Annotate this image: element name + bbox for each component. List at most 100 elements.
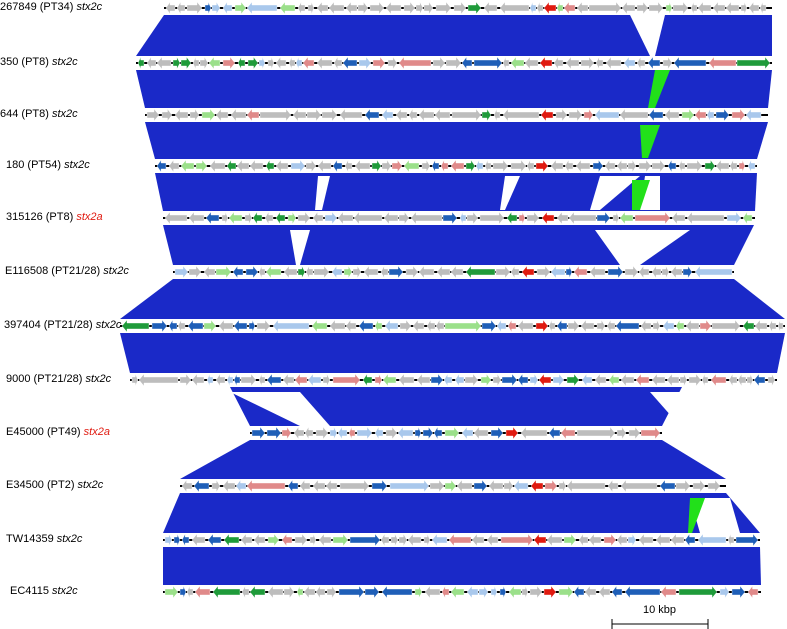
gene-arrow xyxy=(228,211,243,225)
gene-arrow xyxy=(552,373,565,387)
strain-name: 397404 (PT21/28) xyxy=(4,319,96,331)
gene-arrow xyxy=(211,479,221,493)
gene-arrow xyxy=(742,319,755,333)
gene-arrow xyxy=(223,533,240,547)
gene-arrow xyxy=(246,108,260,122)
gene-arrow xyxy=(356,426,373,440)
gene-arrow xyxy=(234,1,247,15)
gene-arrow xyxy=(473,426,489,440)
gene-arrow xyxy=(354,159,371,173)
gene-arrow xyxy=(431,533,448,547)
gene-arrow xyxy=(275,159,289,173)
gene-arrow xyxy=(608,373,620,387)
gene-arrow xyxy=(745,108,762,122)
gene-arrow xyxy=(374,319,383,333)
stx-gene-label: stx2c xyxy=(51,108,78,120)
gene-arrow xyxy=(297,1,306,15)
gene-arrow xyxy=(181,479,193,493)
synteny-link-band xyxy=(120,279,785,319)
gene-arrow xyxy=(412,319,425,333)
gene-arrow xyxy=(731,585,746,599)
gene-arrow xyxy=(344,159,353,173)
gene-arrow xyxy=(329,426,338,440)
stx-gene-arrow xyxy=(540,108,554,122)
gene-arrow xyxy=(326,585,337,599)
gene-arrow xyxy=(465,159,476,173)
strain-name: E116508 (PT21/28) xyxy=(5,265,104,277)
gene-arrow xyxy=(478,585,489,599)
gene-arrow xyxy=(640,426,661,440)
gene-arrow xyxy=(490,585,498,599)
gene-arrow xyxy=(467,1,482,15)
gene-arrow xyxy=(398,56,432,70)
gene-arrow xyxy=(385,426,398,440)
track-label: 315126 (PT8) stx2a xyxy=(6,211,103,223)
gene-arrow xyxy=(536,1,544,15)
gene-arrow xyxy=(297,265,306,279)
gene-arrow xyxy=(466,211,479,225)
gene-arrow xyxy=(568,108,583,122)
gene-arrow xyxy=(283,265,298,279)
gene-arrow xyxy=(191,533,206,547)
gene-arrow xyxy=(675,319,685,333)
gene-arrow xyxy=(424,585,441,599)
stx-gene-label: stx2a xyxy=(83,426,110,438)
gene-arrow xyxy=(556,1,564,15)
gene-arrow xyxy=(444,479,457,493)
gene-arrow xyxy=(397,426,414,440)
genome-track xyxy=(163,211,755,225)
gene-arrow xyxy=(529,373,539,387)
gene-arrow xyxy=(194,585,211,599)
gene-arrow xyxy=(383,211,399,225)
gene-arrow xyxy=(407,533,422,547)
gene-arrow xyxy=(435,1,452,15)
genome-track xyxy=(173,265,734,279)
gene-arrow xyxy=(304,426,314,440)
gene-arrow xyxy=(627,533,637,547)
track-label: 350 (PT8) stx2c xyxy=(0,56,78,68)
gene-arrow xyxy=(459,211,467,225)
track-label: TW14359 stx2c xyxy=(6,533,82,545)
gene-arrow xyxy=(138,373,179,387)
gene-arrow xyxy=(560,426,576,440)
gene-arrow xyxy=(382,373,397,387)
gene-arrow xyxy=(164,211,188,225)
gene-arrow xyxy=(753,373,766,387)
gene-arrow xyxy=(636,1,649,15)
gene-arrow xyxy=(492,159,509,173)
synteny-gap xyxy=(650,392,700,426)
gene-arrow xyxy=(681,108,695,122)
gene-arrow xyxy=(233,319,248,333)
gene-arrow xyxy=(226,373,234,387)
gene-arrow xyxy=(265,159,275,173)
gene-arrow xyxy=(550,159,564,173)
gene-arrow xyxy=(233,373,241,387)
genome-track xyxy=(130,373,777,387)
gene-arrow xyxy=(664,108,680,122)
gene-arrow xyxy=(240,373,257,387)
gene-arrow xyxy=(690,1,698,15)
gene-arrow xyxy=(580,56,595,70)
gene-arrow xyxy=(706,108,715,122)
gene-arrow xyxy=(249,159,264,173)
scale-bar xyxy=(611,619,709,629)
gene-arrow xyxy=(443,373,453,387)
gene-arrow xyxy=(384,319,399,333)
gene-arrow xyxy=(332,533,349,547)
track-label: 180 (PT54) stx2c xyxy=(6,159,90,171)
stx-gene-arrow xyxy=(538,373,552,387)
gene-arrow xyxy=(218,319,234,333)
gene-arrow xyxy=(475,159,484,173)
genome-track xyxy=(164,1,772,15)
gene-arrow xyxy=(675,479,691,493)
stx-gene-label: stx2c xyxy=(76,1,103,13)
gene-arrow xyxy=(607,265,624,279)
gene-arrow xyxy=(203,265,216,279)
stx-gene-arrow xyxy=(539,56,553,70)
stx-gene-arrow xyxy=(535,159,549,173)
gene-arrow xyxy=(287,211,297,225)
gene-arrow xyxy=(495,265,511,279)
gene-arrow xyxy=(688,373,702,387)
gene-arrow xyxy=(526,159,535,173)
